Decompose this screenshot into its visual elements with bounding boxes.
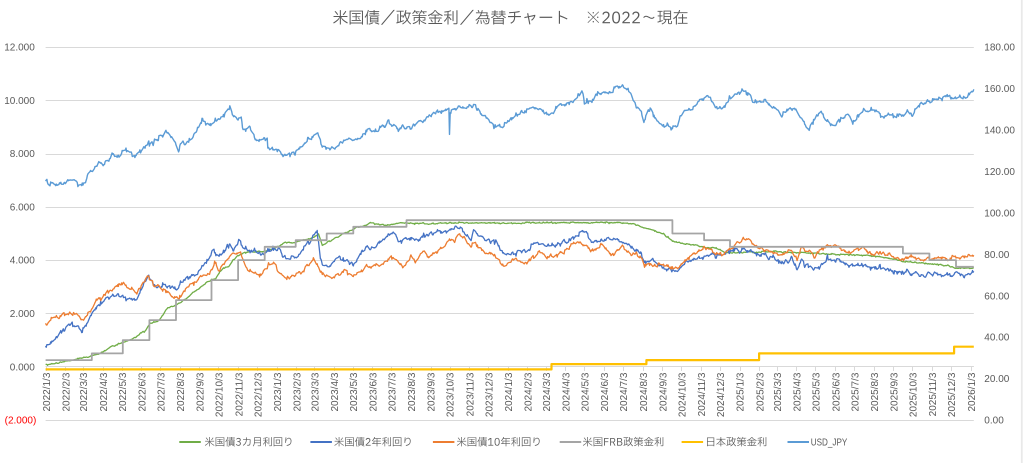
svg-text:(2.000): (2.000) bbox=[5, 416, 37, 427]
svg-text:2024/6/3: 2024/6/3 bbox=[600, 372, 611, 411]
svg-text:2023/12/3: 2023/12/3 bbox=[484, 372, 495, 417]
svg-text:2022/3/3: 2022/3/3 bbox=[79, 372, 90, 411]
svg-text:2024/3/3: 2024/3/3 bbox=[542, 372, 553, 411]
svg-text:2023/7/3: 2023/7/3 bbox=[387, 372, 398, 411]
svg-text:2022/7/3: 2022/7/3 bbox=[156, 372, 167, 411]
svg-text:140.00: 140.00 bbox=[984, 125, 1015, 136]
svg-text:12.000: 12.000 bbox=[4, 43, 35, 54]
svg-text:2025/7/3: 2025/7/3 bbox=[850, 372, 861, 411]
svg-text:120.00: 120.00 bbox=[984, 167, 1015, 178]
svg-text:2024/8/3: 2024/8/3 bbox=[639, 372, 650, 411]
svg-text:8.000: 8.000 bbox=[10, 149, 35, 160]
svg-text:6.000: 6.000 bbox=[10, 202, 35, 213]
svg-text:2024/10/3: 2024/10/3 bbox=[677, 372, 688, 417]
svg-text:2022/12/3: 2022/12/3 bbox=[253, 372, 264, 417]
svg-text:2025/10/3: 2025/10/3 bbox=[909, 372, 920, 417]
svg-text:2024/11/3: 2024/11/3 bbox=[697, 372, 708, 416]
svg-text:2022/11/3: 2022/11/3 bbox=[234, 372, 245, 416]
svg-text:80.00: 80.00 bbox=[984, 250, 1009, 261]
svg-text:180.00: 180.00 bbox=[984, 43, 1015, 54]
svg-text:2025/5/3: 2025/5/3 bbox=[812, 372, 823, 411]
svg-text:2025/1/3: 2025/1/3 bbox=[736, 372, 747, 411]
svg-text:2024/5/3: 2024/5/3 bbox=[581, 372, 592, 411]
svg-text:2024/2/3: 2024/2/3 bbox=[524, 372, 535, 411]
svg-text:2023/2/3: 2023/2/3 bbox=[293, 372, 304, 411]
svg-text:2025/9/3: 2025/9/3 bbox=[890, 372, 901, 411]
svg-text:2023/9/3: 2023/9/3 bbox=[427, 372, 438, 411]
svg-text:2022/1/3: 2022/1/3 bbox=[42, 372, 53, 411]
svg-text:100.00: 100.00 bbox=[984, 208, 1015, 219]
svg-text:2022/5/3: 2022/5/3 bbox=[118, 372, 129, 411]
svg-text:2023/10/3: 2023/10/3 bbox=[446, 372, 457, 417]
svg-text:2023/3/3: 2023/3/3 bbox=[310, 372, 321, 411]
svg-text:2024/9/3: 2024/9/3 bbox=[658, 372, 669, 411]
svg-text:2025/8/3: 2025/8/3 bbox=[870, 372, 881, 411]
svg-text:2022/4/3: 2022/4/3 bbox=[99, 372, 110, 411]
svg-text:2022/9/3: 2022/9/3 bbox=[196, 372, 207, 411]
svg-text:2024/1/3: 2024/1/3 bbox=[504, 372, 515, 411]
svg-text:2.000: 2.000 bbox=[10, 309, 35, 320]
svg-text:USD_JPY: USD_JPY bbox=[811, 438, 848, 449]
svg-text:10.000: 10.000 bbox=[4, 96, 35, 107]
svg-text:2024/4/3: 2024/4/3 bbox=[562, 372, 573, 411]
svg-text:2023/11/3: 2023/11/3 bbox=[465, 372, 476, 416]
svg-text:2023/6/3: 2023/6/3 bbox=[368, 372, 379, 411]
svg-text:0.00: 0.00 bbox=[984, 416, 1004, 427]
svg-text:2025/4/3: 2025/4/3 bbox=[793, 372, 804, 411]
svg-text:2022/10/3: 2022/10/3 bbox=[215, 372, 226, 417]
svg-text:20.00: 20.00 bbox=[984, 374, 1009, 385]
svg-text:40.00: 40.00 bbox=[984, 333, 1009, 344]
svg-text:2022/2/3: 2022/2/3 bbox=[61, 372, 72, 411]
svg-text:2023/8/3: 2023/8/3 bbox=[407, 372, 418, 411]
svg-text:2023/5/3: 2023/5/3 bbox=[349, 372, 360, 411]
svg-text:2026/1/3: 2026/1/3 bbox=[967, 372, 978, 411]
svg-text:0.000: 0.000 bbox=[10, 362, 35, 373]
svg-text:2025/12/3: 2025/12/3 bbox=[947, 372, 958, 417]
svg-text:2023/4/3: 2023/4/3 bbox=[330, 372, 341, 411]
svg-text:2022/8/3: 2022/8/3 bbox=[176, 372, 187, 411]
svg-text:60.00: 60.00 bbox=[984, 291, 1009, 302]
svg-text:4.000: 4.000 bbox=[10, 256, 35, 267]
svg-text:2023/1/3: 2023/1/3 bbox=[273, 372, 284, 411]
svg-text:2024/7/3: 2024/7/3 bbox=[619, 372, 630, 411]
svg-text:2025/6/3: 2025/6/3 bbox=[831, 372, 842, 411]
svg-text:2025/11/3: 2025/11/3 bbox=[928, 372, 939, 416]
svg-text:2022/6/3: 2022/6/3 bbox=[137, 372, 148, 411]
svg-text:160.00: 160.00 bbox=[984, 84, 1015, 95]
svg-text:2025/3/3: 2025/3/3 bbox=[773, 372, 784, 411]
svg-text:2024/12/3: 2024/12/3 bbox=[716, 372, 727, 417]
svg-text:2025/2/3: 2025/2/3 bbox=[755, 372, 766, 411]
